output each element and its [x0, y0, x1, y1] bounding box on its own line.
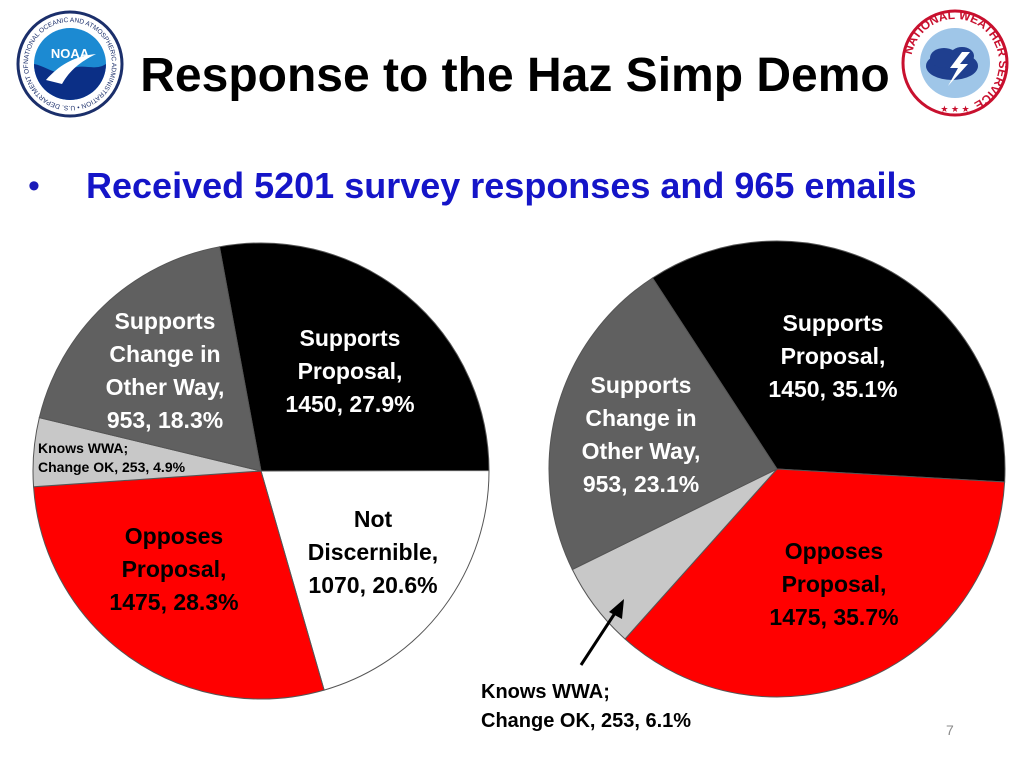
pie-chart-left: Supports Proposal, 1450, 27.9% Not Discernib…: [32, 242, 490, 700]
pie1-label-2: Knows WWA; Change OK, 253, 6.1%: [481, 681, 691, 732]
pie0-label-3: Knows WWA; Change OK, 253, 4.9%: [38, 440, 186, 475]
pie0-slice-4: [38, 246, 262, 472]
bullet-text: Received 5201 survey responses and 965 e…: [86, 165, 917, 206]
knows-wwa-callout: Knows WWA; Change OK, 253, 6.1%: [481, 599, 691, 732]
noaa-logo: NOAA NATIONAL OCEANIC AND ATMOSPHERIC AD…: [16, 10, 124, 118]
nws-stars: ★ ★ ★: [940, 104, 969, 114]
pie0-label-4: Supports Change in Other Way, 953, 18.3%: [106, 308, 225, 433]
bullet-dot: •: [28, 167, 40, 205]
pie1-slice-0: [651, 240, 1006, 483]
pie1-slice-1: [624, 468, 1006, 698]
pie0-slice-0: [218, 242, 490, 472]
pie-chart-right: Supports Proposal, 1450, 35.1% Opposes Propo…: [548, 240, 1006, 698]
pie1-label-0: Supports Proposal, 1450, 35.1%: [768, 310, 897, 402]
pie0-slice-1: [260, 469, 490, 691]
pie-charts: Supports Proposal, 1450, 27.9% Not Discernib…: [32, 240, 1006, 732]
pie0-label-2: Opposes Proposal, 1475, 28.3%: [109, 523, 238, 615]
pie0-label-0: Supports Proposal, 1450, 27.9%: [285, 325, 414, 417]
slide-title: Response to the Haz Simp Demo: [140, 49, 890, 102]
pie1-slice-3: [548, 277, 778, 571]
callout-arrow-line: [579, 609, 619, 666]
page-number: 7: [946, 722, 954, 738]
callout-arrow-head: [609, 599, 624, 619]
nws-logo: NATIONAL WEATHER SERVICE ★ ★ ★: [901, 8, 1010, 117]
pie0-label-1: Not Discernible, 1070, 20.6%: [308, 506, 438, 598]
noaa-logo-text: NOAA: [51, 46, 90, 61]
pie1-label-3: Supports Change in Other Way, 953, 23.1%: [582, 372, 701, 497]
bullet-item: • Received 5201 survey responses and 965…: [28, 160, 1018, 212]
pie1-label-1: Opposes Proposal, 1475, 35.7%: [769, 538, 898, 630]
pie0-slice-2: [33, 470, 325, 700]
